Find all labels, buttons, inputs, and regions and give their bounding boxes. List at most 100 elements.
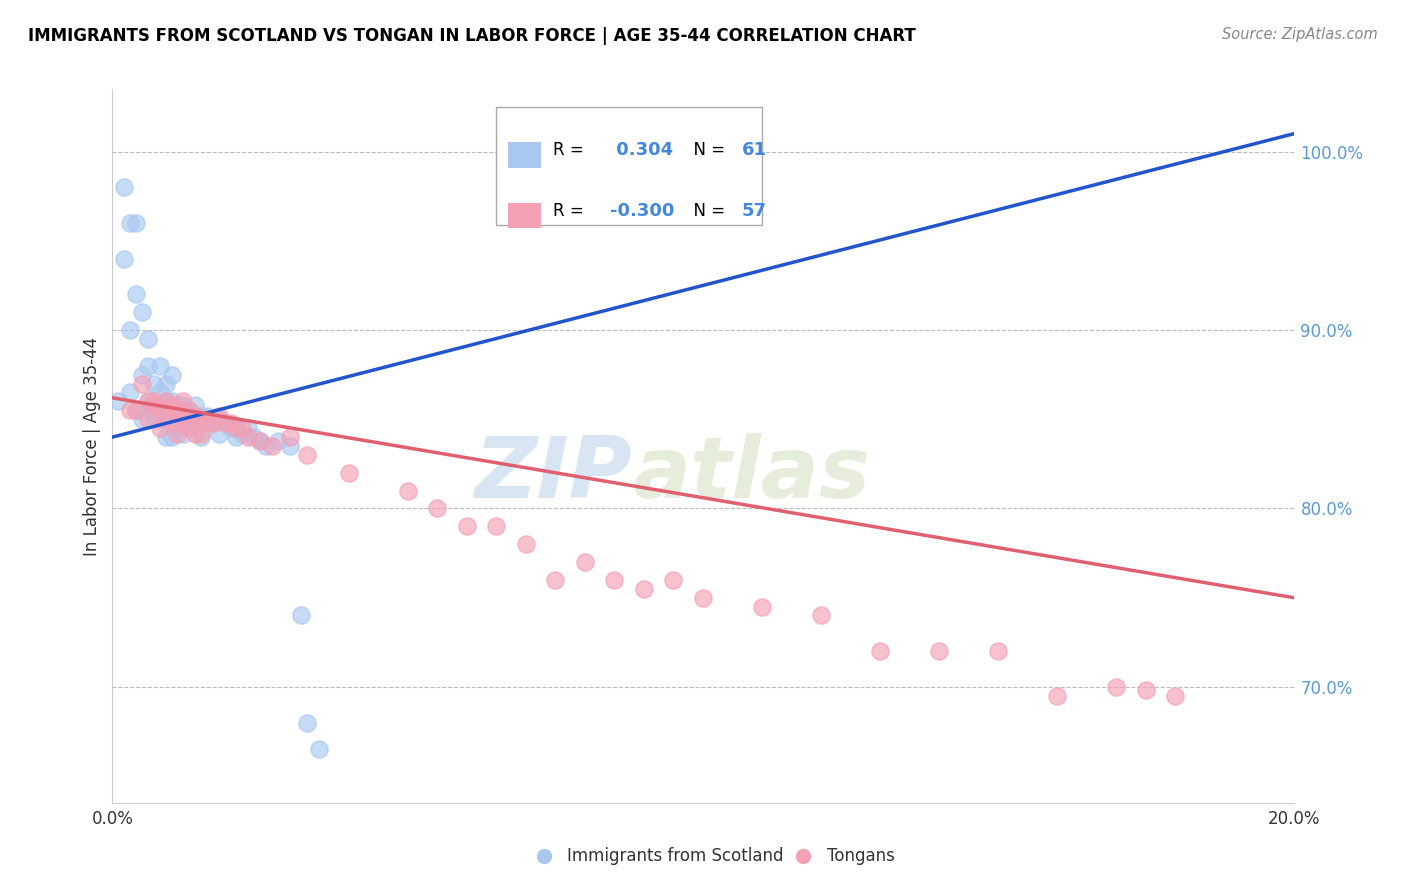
Point: [155, 394, 177, 409]
Point: [195, 416, 218, 430]
Point: [195, 416, 218, 430]
Point: [136, 394, 159, 409]
Point: [243, 430, 266, 444]
Point: [136, 403, 159, 417]
Point: [120, 216, 142, 230]
Text: 61: 61: [742, 141, 768, 159]
Point: [142, 412, 165, 426]
Point: [172, 403, 194, 417]
Point: [120, 323, 142, 337]
Point: [662, 573, 685, 587]
Point: [249, 434, 271, 448]
Point: [201, 416, 224, 430]
Point: [337, 466, 360, 480]
Point: [125, 403, 148, 417]
Point: [125, 287, 148, 301]
Point: [155, 376, 177, 391]
Point: [249, 434, 271, 448]
Point: [219, 416, 242, 430]
Point: [190, 426, 212, 441]
Point: [297, 448, 319, 462]
Point: [485, 519, 508, 533]
Point: [238, 421, 260, 435]
Point: [160, 403, 183, 417]
Point: [149, 412, 172, 426]
Point: [1164, 689, 1187, 703]
Point: [112, 180, 135, 194]
Point: [142, 403, 165, 417]
Text: atlas: atlas: [633, 433, 870, 516]
Point: [142, 376, 165, 391]
Point: [166, 398, 188, 412]
Point: [142, 398, 165, 412]
Point: [136, 394, 159, 409]
Point: [290, 608, 312, 623]
Point: [149, 421, 172, 435]
Point: [633, 582, 655, 596]
Point: [155, 412, 177, 426]
Point: [131, 305, 153, 319]
Point: [308, 742, 330, 756]
Point: [603, 573, 626, 587]
Point: [208, 409, 231, 423]
Point: [225, 421, 247, 435]
FancyBboxPatch shape: [508, 142, 541, 168]
Point: [190, 409, 212, 423]
Point: [1046, 689, 1069, 703]
Point: [125, 403, 148, 417]
Text: 57: 57: [742, 202, 768, 219]
Point: [155, 394, 177, 409]
Point: [160, 398, 183, 412]
Point: [155, 430, 177, 444]
Point: [149, 385, 172, 400]
Point: [574, 555, 596, 569]
Text: Immigrants from Scotland: Immigrants from Scotland: [567, 847, 783, 865]
Point: [136, 359, 159, 373]
Point: [131, 412, 153, 426]
Point: [120, 403, 142, 417]
Point: [184, 416, 207, 430]
Text: R =: R =: [553, 141, 589, 159]
Point: [166, 421, 188, 435]
Point: [254, 439, 277, 453]
Point: [166, 426, 188, 441]
Point: [208, 426, 231, 441]
Point: [136, 332, 159, 346]
Point: [278, 439, 301, 453]
Point: [160, 403, 183, 417]
Point: [515, 537, 537, 551]
Point: [1105, 680, 1128, 694]
Point: [219, 421, 242, 435]
Point: [184, 426, 207, 441]
Text: 0.304: 0.304: [610, 141, 673, 159]
Point: [160, 368, 183, 382]
Text: IMMIGRANTS FROM SCOTLAND VS TONGAN IN LABOR FORCE | AGE 35-44 CORRELATION CHART: IMMIGRANTS FROM SCOTLAND VS TONGAN IN LA…: [28, 27, 915, 45]
FancyBboxPatch shape: [508, 202, 541, 228]
Point: [238, 430, 260, 444]
Point: [166, 416, 188, 430]
Point: [149, 403, 172, 417]
Text: N =: N =: [683, 202, 730, 219]
Point: [166, 412, 188, 426]
Point: [172, 426, 194, 441]
Point: [131, 376, 153, 391]
Point: [166, 403, 188, 417]
Point: [928, 644, 950, 658]
Point: [214, 416, 236, 430]
Point: [231, 426, 253, 441]
Point: [160, 430, 183, 444]
FancyBboxPatch shape: [496, 107, 762, 225]
Point: [426, 501, 449, 516]
Point: [125, 216, 148, 230]
Point: [260, 439, 283, 453]
Point: [179, 421, 201, 435]
Text: N =: N =: [683, 141, 730, 159]
Point: [544, 573, 567, 587]
Point: [278, 430, 301, 444]
Point: [195, 409, 218, 423]
Point: [179, 403, 201, 417]
Point: [190, 430, 212, 444]
Point: [751, 599, 773, 614]
Point: [869, 644, 891, 658]
Point: [136, 412, 159, 426]
